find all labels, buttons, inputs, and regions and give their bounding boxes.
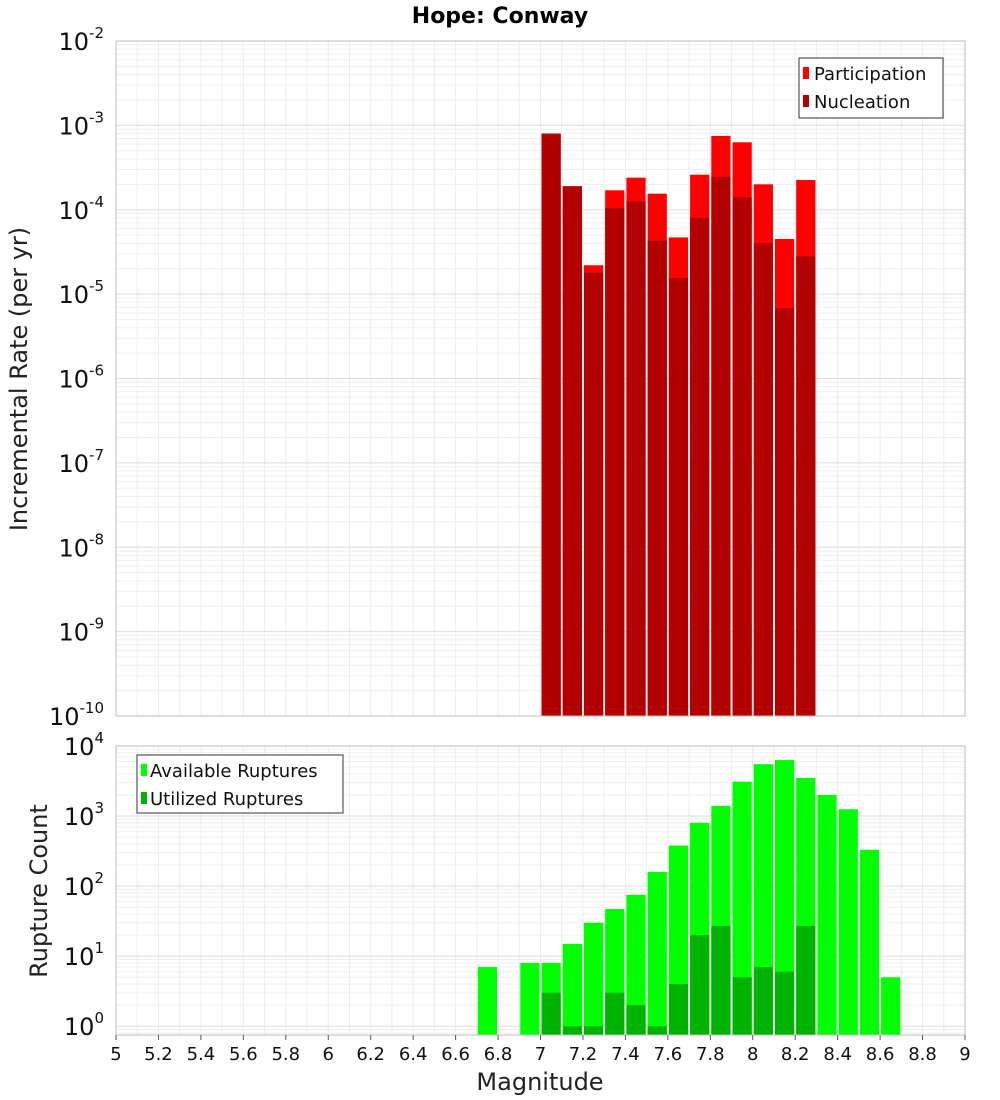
x-tick-label: 8.2 bbox=[781, 1044, 810, 1065]
x-tick-label: 5 bbox=[110, 1044, 121, 1065]
bars-top bbox=[541, 133, 816, 717]
x-tick-label: 6.4 bbox=[399, 1044, 428, 1065]
x-tick-label: 6 bbox=[323, 1044, 334, 1065]
top-bar-nucleation bbox=[583, 272, 604, 716]
top-bar-nucleation bbox=[668, 278, 689, 716]
legend-swatch-nucleation bbox=[803, 95, 809, 107]
x-tick-label: 6.8 bbox=[484, 1044, 513, 1065]
x-tick-label: 5.8 bbox=[271, 1044, 300, 1065]
bottom-bar-utilized-ruptures bbox=[605, 992, 625, 1035]
bottom-bar-utilized-ruptures bbox=[774, 971, 795, 1035]
y-ticks-bottom: 100 101 102 103 104 bbox=[64, 729, 104, 1041]
legend-label-available: Available Ruptures bbox=[150, 761, 318, 782]
bottom-y-tick-label: 102 bbox=[64, 869, 104, 901]
top-bar-nucleation bbox=[647, 240, 667, 717]
top-y-tick-label: 10-7 bbox=[58, 446, 104, 478]
x-tick-label: 5.4 bbox=[187, 1044, 216, 1065]
x-tick-label: 7.6 bbox=[654, 1044, 683, 1065]
bottom-bar-available-ruptures bbox=[838, 809, 858, 1035]
x-tick-label: 8.6 bbox=[866, 1044, 895, 1065]
top-bar-nucleation bbox=[711, 176, 731, 716]
bottom-bar-available-ruptures bbox=[562, 943, 582, 1035]
top-y-tick-label: 10-6 bbox=[58, 362, 104, 394]
top-bar-nucleation bbox=[562, 186, 582, 716]
bottom-bar-utilized-ruptures bbox=[668, 984, 689, 1035]
bottom-bar-available-ruptures bbox=[732, 781, 752, 1035]
bottom-bar-available-ruptures bbox=[647, 871, 667, 1035]
bottom-bar-utilized-ruptures bbox=[541, 992, 561, 1035]
bottom-y-tick-label: 103 bbox=[64, 799, 104, 831]
x-tick-label: 8.8 bbox=[908, 1044, 937, 1065]
x-tick-label: 7.4 bbox=[611, 1044, 640, 1065]
legend-top-box bbox=[798, 57, 944, 119]
x-tick-label: 9 bbox=[959, 1044, 970, 1065]
top-y-tick-label: 10-3 bbox=[58, 108, 104, 140]
x-tick-label: 8.4 bbox=[823, 1044, 852, 1065]
bottom-bar-available-ruptures bbox=[881, 977, 901, 1035]
x-tick-label: 6.2 bbox=[356, 1044, 385, 1065]
grid-top bbox=[115, 41, 966, 717]
x-tick-label: 7.8 bbox=[696, 1044, 725, 1065]
bottom-y-tick-label: 101 bbox=[64, 939, 104, 971]
legend-swatch-utilized bbox=[141, 792, 147, 804]
bottom-y-tick-label: 104 bbox=[64, 729, 104, 761]
legend-swatch-participation bbox=[803, 67, 809, 79]
bottom-bar-available-ruptures bbox=[626, 894, 646, 1035]
bottom-bar-utilized-ruptures bbox=[647, 1026, 667, 1035]
plot-frame-top bbox=[115, 40, 966, 717]
bottom-y-tick-label: 100 bbox=[64, 1009, 104, 1041]
legend-swatch-available bbox=[141, 764, 147, 776]
x-tick-label: 5.2 bbox=[144, 1044, 173, 1065]
bottom-bar-utilized-ruptures bbox=[626, 1005, 646, 1035]
bottom-bar-utilized-ruptures bbox=[711, 925, 731, 1035]
top-y-tick-label: 10-8 bbox=[58, 530, 104, 562]
y-ticks-top: 10-10 10-9 10-8 10-7 10-6 10-5 10-4 10-3 10-2 bbox=[49, 24, 104, 731]
top-bar-nucleation bbox=[605, 207, 625, 716]
top-bar-nucleation bbox=[774, 308, 795, 716]
top-bar-nucleation bbox=[690, 217, 710, 716]
top-bar-nucleation bbox=[796, 256, 816, 716]
x-tick-label: 8 bbox=[747, 1044, 758, 1065]
legend-bottom-box bbox=[136, 754, 344, 814]
x-ticks: 5 5.2 5.4 5.6 5.8 6 6.2 6.4 6.6 6.8 7 7.2 7.4 7.6 7.8 8… bbox=[110, 1035, 971, 1065]
bottom-bar-available-ruptures bbox=[477, 967, 498, 1035]
top-y-tick-label: 10-2 bbox=[58, 24, 104, 56]
top-y-tick-label: 10-5 bbox=[58, 277, 104, 309]
legend-label-participation: Participation bbox=[814, 64, 926, 85]
legend-top: Participation Nucleation bbox=[798, 57, 944, 119]
bottom-bar-available-ruptures bbox=[859, 849, 880, 1035]
bottom-bar-available-ruptures bbox=[583, 922, 604, 1035]
bottom-bar-utilized-ruptures bbox=[796, 925, 816, 1035]
top-y-tick-label: 10-9 bbox=[58, 615, 104, 647]
top-y-tick-label: 10-4 bbox=[58, 193, 104, 225]
bottom-bar-utilized-ruptures bbox=[562, 1026, 582, 1035]
y-axis-label-bottom: Rupture Count bbox=[25, 804, 53, 978]
bottom-bar-utilized-ruptures bbox=[583, 1026, 604, 1035]
x-axis-label: Magnitude bbox=[476, 1068, 603, 1096]
x-tick-label: 7.2 bbox=[569, 1044, 598, 1065]
bottom-bar-utilized-ruptures bbox=[690, 935, 710, 1035]
x-tick-label: 7 bbox=[535, 1044, 546, 1065]
legend-bottom: Available Ruptures Utilized Ruptures bbox=[136, 754, 344, 814]
bottom-bar-utilized-ruptures bbox=[753, 967, 773, 1035]
bottom-bar-available-ruptures bbox=[520, 962, 540, 1035]
y-axis-label-top: Incremental Rate (per yr) bbox=[5, 227, 33, 531]
x-tick-label: 6.6 bbox=[441, 1044, 470, 1065]
chart-title: Hope: Conway bbox=[412, 4, 588, 29]
legend-label-nucleation: Nucleation bbox=[814, 92, 910, 113]
legend-label-utilized: Utilized Ruptures bbox=[150, 789, 303, 810]
top-bar-nucleation bbox=[541, 133, 561, 717]
bottom-bar-utilized-ruptures bbox=[732, 977, 752, 1035]
x-tick-label: 5.6 bbox=[229, 1044, 258, 1065]
top-bar-nucleation bbox=[626, 201, 646, 716]
top-bar-nucleation bbox=[732, 197, 752, 717]
bars-bottom bbox=[477, 760, 901, 1035]
top-bar-nucleation bbox=[753, 243, 773, 717]
bottom-bar-available-ruptures bbox=[774, 760, 795, 1035]
top-y-tick-label: 10-10 bbox=[49, 699, 104, 731]
bottom-bar-available-ruptures bbox=[817, 794, 837, 1035]
